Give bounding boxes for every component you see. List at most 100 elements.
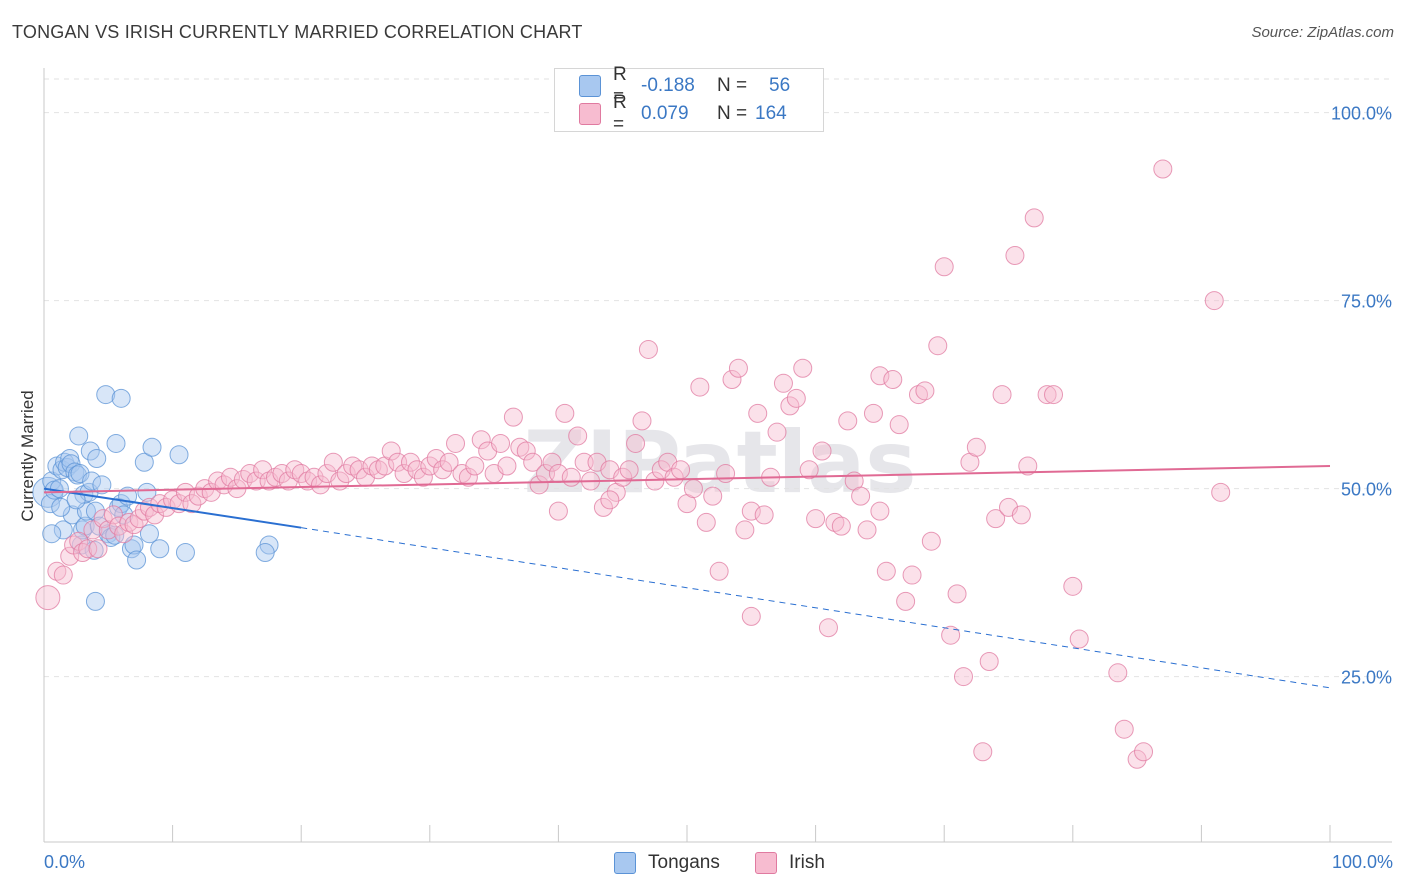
- point-irish: [838, 411, 858, 431]
- point-irish: [818, 618, 838, 638]
- point-irish: [124, 515, 144, 535]
- stats-legend: R = -0.188 N = 56 R = 0.079 N = 164: [554, 64, 824, 135]
- legend-swatch-tongans: [579, 75, 601, 97]
- point-irish: [182, 494, 202, 514]
- legend-row-irish: R = 0.079 N = 164: [579, 92, 787, 135]
- point-irish: [73, 542, 93, 562]
- point-irish: [722, 370, 742, 390]
- point-irish: [908, 385, 928, 405]
- point-irish: [381, 441, 401, 461]
- point-irish: [645, 471, 665, 491]
- legend-r-label: R =: [613, 64, 627, 107]
- point-irish: [394, 464, 414, 484]
- point-irish: [986, 509, 1006, 529]
- series-label-irish: Irish: [789, 852, 825, 873]
- series-label-tongans: Tongans: [648, 852, 720, 873]
- point-irish: [883, 370, 903, 390]
- point-tongans: [85, 501, 105, 521]
- point-tongans: [87, 449, 107, 468]
- point-irish: [992, 385, 1012, 405]
- legend-r-label: R =: [613, 92, 627, 135]
- point-tongans: [111, 388, 131, 408]
- y-tick-label-75: 75.0%: [1341, 292, 1392, 312]
- point-irish: [696, 512, 716, 532]
- point-tongans: [82, 471, 102, 491]
- legend-n-label: N =: [717, 103, 748, 124]
- point-irish: [934, 257, 954, 277]
- x-tick-label-max: 100.0%: [1331, 852, 1393, 872]
- point-irish: [471, 430, 491, 450]
- point-tongans: [69, 426, 89, 446]
- point-irish: [921, 531, 941, 551]
- point-tongans: [121, 539, 141, 559]
- point-irish: [812, 441, 832, 461]
- point-irish: [60, 546, 80, 566]
- point-irish: [593, 497, 613, 517]
- point-irish: [413, 467, 433, 487]
- point-irish: [1005, 245, 1025, 265]
- point-irish: [53, 565, 73, 585]
- point-irish: [285, 460, 305, 480]
- point-irish: [265, 467, 285, 487]
- series-legend-tongans[interactable]: Tongans: [614, 852, 720, 874]
- point-irish: [1127, 749, 1147, 769]
- point-tongans: [70, 464, 90, 484]
- point-tongans: [169, 445, 189, 465]
- point-irish: [523, 452, 543, 472]
- point-irish: [548, 501, 568, 521]
- y-tick-label-100: 100.0%: [1331, 104, 1392, 124]
- point-irish: [407, 460, 427, 480]
- legend-swatch-irish: [579, 103, 601, 125]
- point-irish: [966, 437, 986, 457]
- point-irish: [626, 433, 646, 453]
- point-irish: [683, 479, 703, 499]
- point-tongans: [53, 520, 73, 540]
- point-irish: [825, 512, 845, 532]
- point-irish: [1037, 385, 1057, 405]
- point-irish: [47, 561, 67, 581]
- point-irish: [613, 467, 633, 487]
- legend-row-tongans: R = -0.188 N = 56: [579, 64, 791, 107]
- point-irish: [516, 441, 536, 461]
- point-irish: [1024, 208, 1044, 228]
- point-irish: [728, 358, 748, 378]
- point-irish: [134, 501, 154, 521]
- point-irish: [735, 520, 755, 540]
- point-irish: [98, 520, 118, 540]
- point-irish: [799, 460, 819, 480]
- point-irish: [1011, 505, 1031, 525]
- point-irish: [664, 467, 684, 487]
- point-irish: [420, 456, 440, 476]
- point-irish: [208, 471, 228, 491]
- point-irish: [1044, 385, 1064, 405]
- point-irish: [928, 336, 948, 356]
- point-irish: [150, 494, 170, 514]
- point-irish: [433, 460, 453, 480]
- point-irish: [1018, 456, 1038, 476]
- point-irish: [568, 426, 588, 446]
- point-tongans: [49, 479, 69, 499]
- point-irish: [188, 486, 208, 506]
- point-tongans: [51, 497, 71, 517]
- point-irish: [497, 456, 517, 476]
- legend-r-value: 0.079: [641, 103, 689, 124]
- series-legend-irish[interactable]: Irish: [755, 852, 825, 874]
- legend-n-value: 56: [769, 75, 791, 96]
- point-irish: [1063, 576, 1083, 596]
- series-swatch-tongans: [614, 852, 636, 874]
- point-irish: [35, 585, 61, 611]
- point-irish: [600, 490, 620, 510]
- point-irish: [1134, 742, 1154, 762]
- point-irish: [103, 505, 123, 525]
- trend-line-irish: [43, 465, 1331, 494]
- point-tongans: [175, 542, 195, 562]
- point-irish: [773, 373, 793, 393]
- point-irish: [979, 652, 999, 672]
- point-irish: [716, 464, 736, 484]
- point-irish: [310, 475, 330, 495]
- point-irish: [343, 456, 363, 476]
- point-irish: [831, 516, 851, 536]
- series-legend: Tongans Irish: [0, 852, 1406, 878]
- point-irish: [439, 452, 459, 472]
- point-irish: [426, 449, 446, 468]
